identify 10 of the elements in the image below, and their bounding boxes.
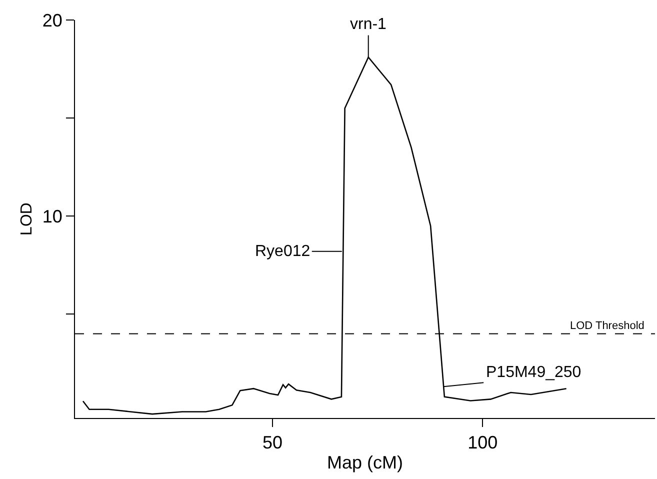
y-tick-label: 20	[42, 10, 62, 30]
y-axis-title: LOD	[18, 202, 36, 236]
annotation: P15M49_250	[486, 364, 582, 381]
annotation: vrn-1	[350, 16, 387, 33]
x-axis-title: Map (cM)	[327, 452, 403, 473]
y-tick-label: 10	[42, 206, 62, 226]
x-tick-label: 100	[468, 432, 498, 453]
annotation: Rye012	[255, 243, 310, 260]
ref-line-label: LOD Threshold	[570, 320, 644, 332]
x-tick-label: 50	[262, 432, 283, 453]
